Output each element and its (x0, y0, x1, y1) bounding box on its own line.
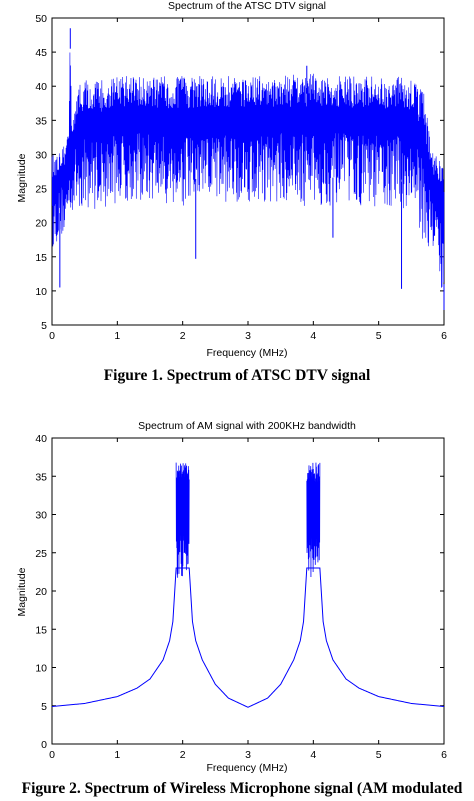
x-tick-label: 3 (245, 330, 251, 342)
x-tick-label: 2 (180, 749, 186, 761)
chart-title: Spectrum of AM signal with 200KHz bandwi… (138, 420, 356, 432)
x-tick-label: 6 (441, 749, 447, 761)
figure-2-caption: Figure 2. Spectrum of Wireless Microphon… (21, 780, 463, 797)
y-tick-label: 10 (35, 286, 47, 298)
y-tick-label: 10 (35, 663, 47, 675)
x-tick-label: 4 (310, 749, 316, 761)
y-tick-label: 25 (35, 548, 47, 560)
y-tick-label: 20 (35, 586, 47, 598)
y-tick-label: 35 (35, 471, 47, 483)
y-tick-label: 40 (35, 433, 47, 445)
y-tick-label: 45 (35, 47, 47, 59)
y-tick-label: 30 (35, 149, 47, 161)
x-tick-label: 3 (245, 749, 251, 761)
y-tick-label: 25 (35, 184, 47, 196)
chart-title: Spectrum of the ATSC DTV signal (168, 0, 326, 12)
x-tick-label: 4 (310, 330, 316, 342)
y-tick-label: 35 (35, 115, 47, 127)
x-tick-label: 5 (376, 330, 382, 342)
y-axis-label: Magnitude (16, 567, 28, 616)
figure-1-caption: Figure 1. Spectrum of ATSC DTV signal (103, 367, 371, 384)
series-line (51, 52, 445, 288)
x-tick-label: 0 (49, 749, 55, 761)
y-axis-label: Magnitude (16, 153, 28, 202)
y-tick-label: 5 (41, 320, 47, 332)
x-tick-label: 5 (376, 749, 382, 761)
x-tick-label: 1 (114, 749, 120, 761)
series-line (51, 567, 445, 708)
y-tick-label: 50 (35, 13, 47, 25)
chart-atsc-dtv-spectrum: Spectrum of the ATSC DTV signal Frequenc… (16, 0, 447, 359)
y-tick-label: 20 (35, 218, 47, 230)
y-tick-label: 30 (35, 510, 47, 522)
x-tick-label: 2 (180, 330, 186, 342)
plot-area: 0 1 2 3 4 5 6 0 5 10 15 20 25 30 35 40 (35, 433, 447, 761)
burst (175, 462, 190, 578)
y-tick-label: 15 (35, 252, 47, 264)
x-axis-label: Frequency (MHz) (206, 762, 287, 774)
chart-am-spectrum: Spectrum of AM signal with 200KHz bandwi… (16, 420, 447, 774)
y-tick-label: 5 (41, 701, 47, 713)
y-tick-label: 40 (35, 81, 47, 93)
x-tick-label: 1 (114, 330, 120, 342)
x-tick-label: 0 (49, 330, 55, 342)
x-axis-label: Frequency (MHz) (206, 347, 287, 359)
x-tick-label: 6 (441, 330, 447, 342)
y-tick-label: 15 (35, 624, 47, 636)
y-tick-label: 0 (41, 739, 47, 751)
burst (306, 462, 321, 577)
